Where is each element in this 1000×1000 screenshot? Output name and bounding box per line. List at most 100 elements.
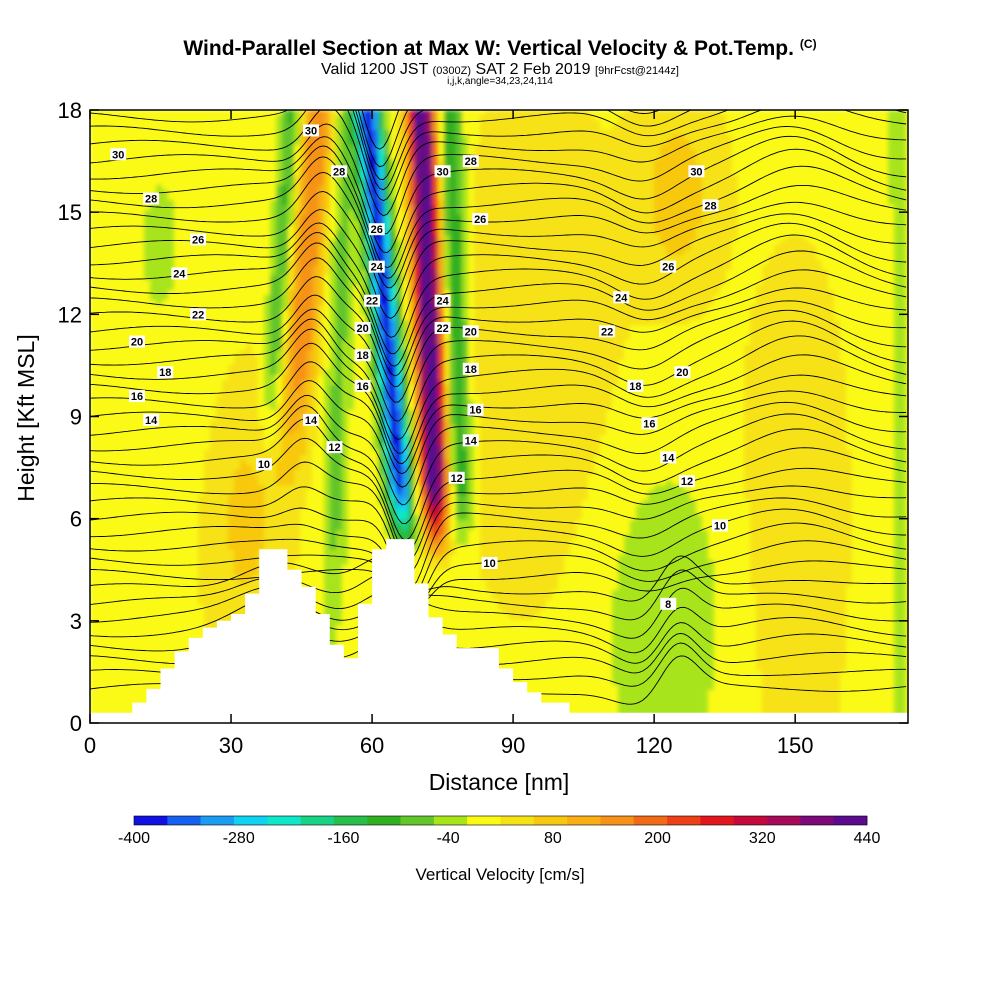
forecast-info: [9hrFcst@2144z]	[595, 65, 679, 77]
contour-label: 10	[711, 519, 728, 532]
colorbar-swatch	[134, 816, 168, 825]
contour-label: 18	[627, 379, 644, 393]
y-tick-label: 9	[70, 405, 82, 430]
contour-label: 20	[462, 325, 479, 338]
theta-isoline	[90, 110, 907, 191]
x-tick-label: 60	[360, 733, 384, 758]
colorbar-swatch	[833, 816, 868, 825]
contour-label: 26	[472, 212, 489, 226]
title-text: Wind-Parallel Section at Max W: Vertical…	[183, 37, 794, 60]
colorbar-swatch	[567, 816, 601, 825]
theta-isoline	[90, 522, 907, 606]
contour-label: 16	[129, 390, 146, 403]
x-tick-label: 30	[219, 733, 243, 758]
contour-label: 16	[641, 417, 658, 430]
contour-label: 28	[702, 199, 719, 212]
x-tick-label: 0	[84, 733, 96, 758]
theta-isoline	[90, 418, 907, 541]
contour-label: 26	[368, 223, 385, 236]
theta-isoline	[90, 232, 907, 355]
contour-label: 22	[364, 294, 381, 308]
colorbar-swatch	[333, 816, 368, 825]
colorbar-swatch	[267, 816, 301, 825]
theta-isoline	[90, 485, 907, 574]
contour-label: 14	[143, 413, 160, 427]
contour-label: 16	[467, 403, 484, 417]
colorbar-swatch	[467, 816, 501, 825]
colorbar-tick-label: 200	[644, 830, 671, 847]
contour-label: 22	[599, 325, 616, 338]
colorbar-swatch	[300, 816, 335, 825]
colorbar-swatch	[533, 816, 568, 825]
contour-label: 16	[354, 379, 371, 393]
contour-label: 28	[331, 165, 348, 178]
contour-label: 20	[129, 335, 146, 349]
theta-isoline	[90, 171, 907, 289]
y-tick-label: 6	[70, 507, 82, 532]
contour-label: 24	[613, 291, 630, 304]
colorbar-tick-label: -160	[327, 830, 359, 847]
theta-isoline	[90, 191, 907, 302]
x-tick-label: 90	[501, 733, 525, 758]
colorbar-swatch	[167, 816, 201, 825]
contour-label: 26	[660, 260, 677, 274]
contour-label: 18	[462, 362, 479, 376]
theta-isoline	[90, 110, 907, 202]
contour-label: 12	[448, 471, 465, 485]
theta-isoline	[90, 294, 907, 403]
theta-isoline	[90, 497, 907, 590]
contour-label: 14	[660, 451, 677, 464]
colorbar-tick-label: -40	[437, 830, 460, 847]
x-tick-label: 120	[636, 733, 673, 758]
theta-isoline	[90, 586, 907, 639]
terrain	[90, 539, 908, 723]
x-axis-label: Distance [nm]	[429, 769, 570, 795]
valid-utc: (0300Z)	[432, 65, 472, 77]
theta-isoline	[90, 145, 907, 269]
colorbar-tick-label: -280	[223, 830, 255, 847]
copyright-mark: (C)	[799, 37, 817, 51]
theta-isoline	[90, 569, 907, 621]
contour-label: 22	[190, 308, 207, 321]
theta-isoline	[90, 405, 907, 525]
theta-isoline	[90, 110, 907, 217]
theta-isoline	[90, 437, 907, 553]
y-tick-label: 0	[70, 711, 82, 736]
theta-isoline	[90, 308, 907, 422]
contour-label: 24	[171, 267, 188, 280]
colorbar-swatch	[200, 816, 235, 825]
contour-label: 18	[354, 349, 371, 362]
colorbar-swatch	[233, 816, 268, 825]
axes: 0 30 60 90 120 150 0 3 6 9 12 15 18	[58, 98, 908, 758]
contour-label: 8	[660, 597, 677, 611]
contour-label: 20	[674, 366, 691, 379]
theta-isoline	[90, 242, 907, 367]
contour-label: 24	[368, 260, 385, 274]
theta-isoline	[90, 135, 907, 254]
colorbar-swatch	[733, 816, 768, 825]
theta-isoline	[90, 342, 907, 465]
colorbar-swatch	[700, 816, 735, 825]
theta-isoline	[90, 209, 907, 319]
colorbar-swatch	[367, 816, 401, 825]
contour-label: 10	[481, 556, 498, 570]
contour-label: 26	[190, 233, 207, 246]
chart-title: Wind-Parallel Section at Max W: Vertical…	[0, 37, 1000, 61]
y-tick-label: 12	[58, 302, 82, 327]
contour-label: 20	[354, 321, 371, 335]
contour-label: 30	[110, 148, 127, 161]
y-tick-label: 3	[70, 609, 82, 634]
colorbar-swatch	[767, 816, 801, 825]
contour-label: 14	[462, 434, 479, 447]
colorbar-swatch	[667, 816, 701, 825]
colorbar: -400 -280 -160 -40 80 200 320 440	[118, 815, 881, 847]
theta-isoline	[90, 596, 907, 654]
y-tick-label: 15	[58, 200, 82, 225]
colorbar-swatch	[400, 816, 435, 825]
theta-isoline	[90, 540, 907, 610]
valid-time: Valid 1200 JST	[321, 61, 429, 78]
grid-indices: i,j,k,angle=34,23,24,114	[447, 76, 553, 87]
contour-label: 30	[688, 165, 705, 178]
colorbar-tick-label: 440	[854, 830, 881, 847]
